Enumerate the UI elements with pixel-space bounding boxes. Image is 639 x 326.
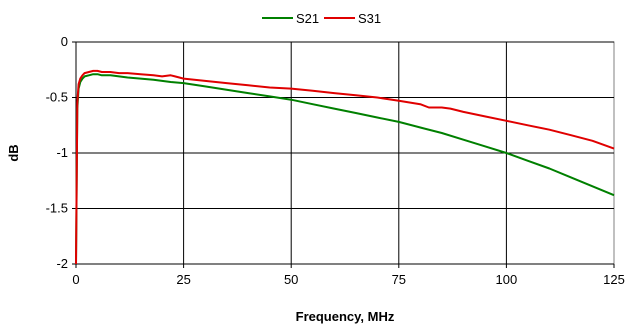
series-line-s21 <box>75 73 615 265</box>
y-tick-label: -0.5 <box>46 90 68 105</box>
x-tick-label: 100 <box>496 272 518 287</box>
x-tick-label: 50 <box>284 272 298 287</box>
y-axis-title: dB <box>6 144 21 161</box>
x-tick-label: 75 <box>392 272 406 287</box>
legend: S21 S31 <box>262 11 381 26</box>
y-tick-label: -1.5 <box>46 201 68 216</box>
x-tick-label: 25 <box>176 272 190 287</box>
x-tick-label: 125 <box>603 272 625 287</box>
gridlines <box>72 41 615 268</box>
legend-label-s31: S31 <box>358 11 381 26</box>
series-line-s31 <box>75 69 615 265</box>
x-axis-title: Frequency, MHz <box>296 309 395 324</box>
tick-labels: 0 -0.5 -1 -1.5 -2 0 25 50 75 100 125 <box>46 34 625 287</box>
y-tick-label: -2 <box>56 256 68 271</box>
x-tick-label: 0 <box>72 272 79 287</box>
y-tick-label: 0 <box>61 34 68 49</box>
y-tick-label: -1 <box>56 145 68 160</box>
series-lines <box>75 69 615 265</box>
legend-label-s21: S21 <box>296 11 319 26</box>
